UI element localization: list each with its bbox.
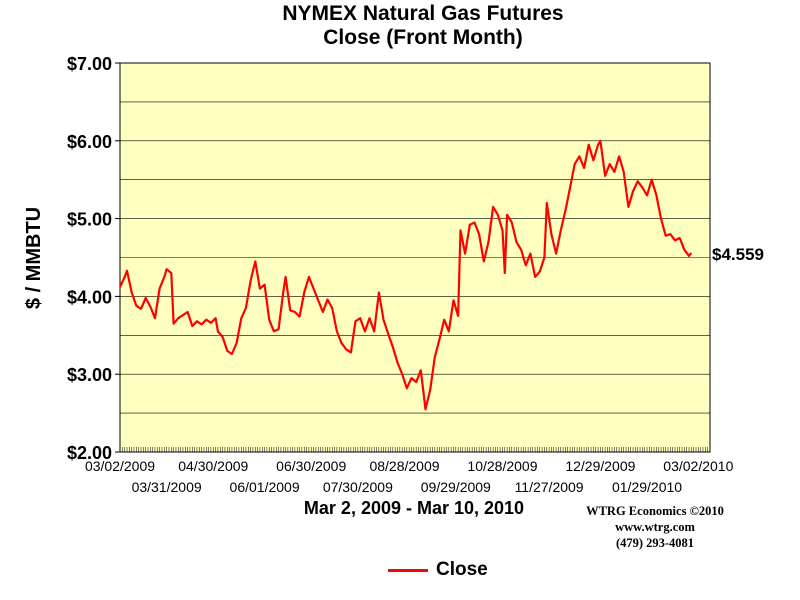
y-axis-ticks: $2.00 $3.00 $4.00 $5.00 $6.00 $7.00: [67, 54, 120, 463]
x-tick-label: 01/29/2010: [612, 479, 682, 495]
x-tick-label: 04/30/2009: [178, 458, 248, 474]
gridlines: [120, 101, 710, 414]
series-line-close: [119, 139, 693, 411]
chart-subtitle: Close (Front Month): [323, 26, 523, 49]
x-tick-label: 07/30/2009: [323, 479, 393, 495]
x-tick-label: 06/30/2009: [276, 458, 346, 474]
legend: Close: [388, 559, 488, 581]
series-layer: [119, 139, 693, 411]
x-tick-label: 03/31/2009: [132, 479, 202, 495]
x-tick-label: 11/27/2009: [515, 479, 584, 495]
x-tick-label: 08/28/2009: [369, 458, 439, 474]
last-value-label: $4.559: [712, 245, 764, 264]
legend-label: Close: [436, 559, 488, 580]
credit-line-3: (479) 293-4081: [615, 536, 695, 550]
y-tick-label: $4.00: [67, 287, 112, 307]
y-axis-label: $ / MMBTU: [23, 207, 45, 309]
x-tick-label: 06/01/2009: [230, 479, 300, 495]
legend-swatch: [388, 568, 428, 572]
y-tick-label: $2.00: [67, 443, 112, 463]
x-tick-label: 10/28/2009: [467, 458, 537, 474]
credit-line-1: WTRG Economics ©2010: [586, 504, 724, 518]
x-tick-label: 12/29/2009: [565, 458, 635, 474]
y-tick-label: $5.00: [67, 210, 112, 230]
x-axis-ticks: 03/02/2009 04/30/2009 06/30/2009 08/28/2009…: [85, 447, 734, 495]
credit-line-2: www.wtrg.com: [615, 520, 695, 534]
y-tick-label: $6.00: [67, 132, 112, 152]
x-tick-label: 09/29/2009: [421, 479, 491, 495]
chart-title: NYMEX Natural Gas Futures: [282, 2, 564, 25]
x-tick-label: 03/02/2009: [85, 458, 155, 474]
y-tick-label: $7.00: [67, 54, 112, 74]
y-tick-label: $3.00: [67, 365, 112, 385]
x-tick-label: 03/02/2010: [663, 458, 733, 474]
x-axis-label: Mar 2, 2009 - Mar 10, 2010: [304, 498, 524, 518]
